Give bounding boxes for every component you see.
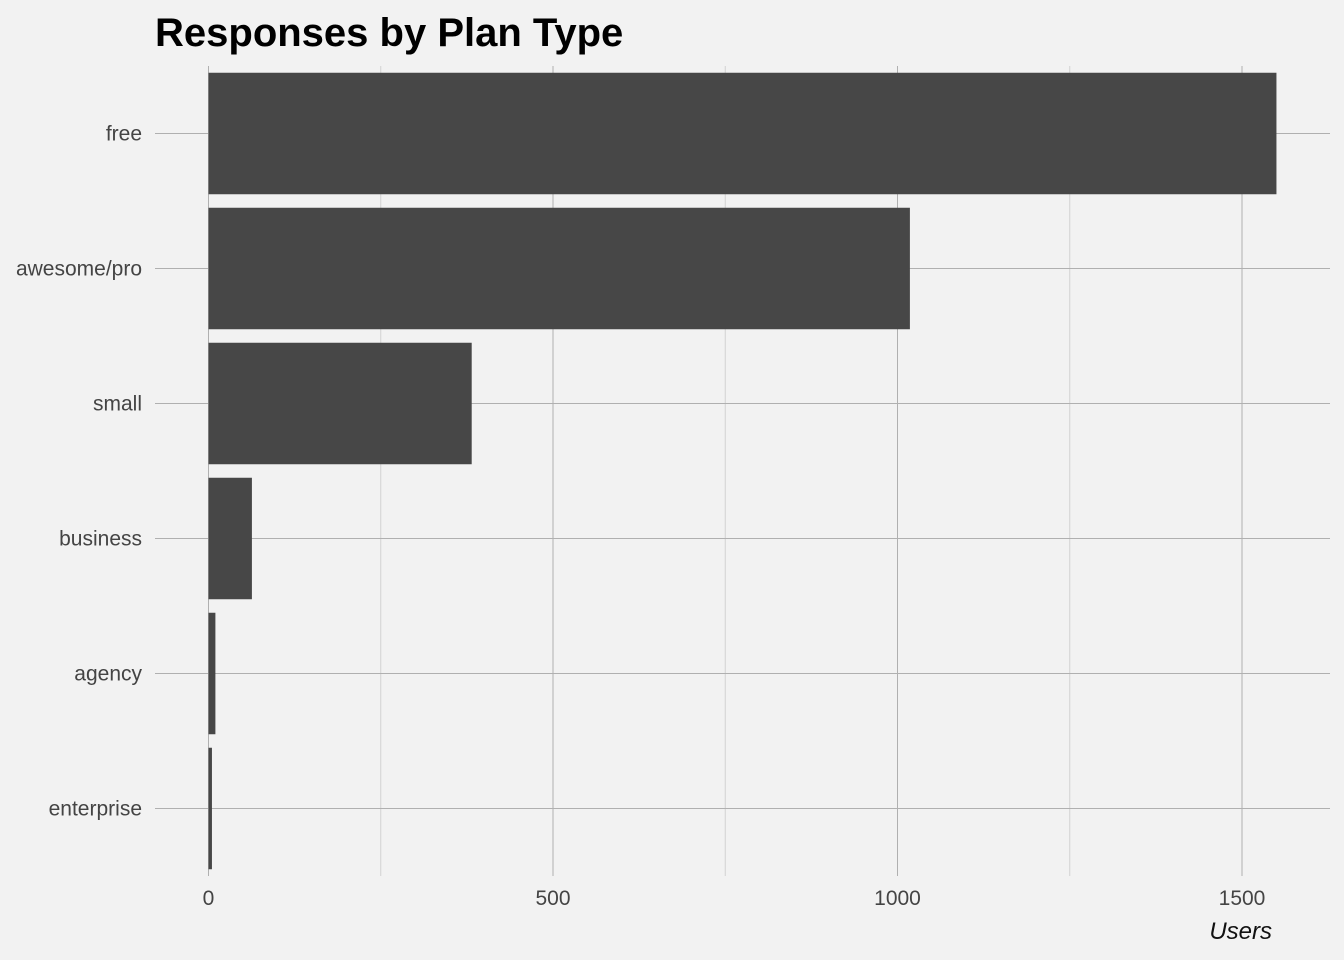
y-tick-label: awesome/pro (16, 258, 142, 281)
y-tick-label: business (59, 528, 142, 551)
bar-small (208, 342, 472, 465)
y-tick-label: enterprise (49, 798, 142, 821)
x-axis-label: Users (1209, 918, 1272, 945)
y-tick-label: free (106, 123, 142, 146)
x-tick-label: 500 (535, 887, 570, 910)
label-layer: free awesome/pro small business agency enterp… (16, 123, 1265, 911)
y-tick-label: small (93, 393, 142, 416)
bar-agency (208, 612, 216, 735)
y-tick-label: agency (74, 663, 142, 686)
bar-layer (208, 72, 1277, 870)
bar-awesome-pro (208, 207, 910, 330)
x-tick-label: 0 (203, 887, 215, 910)
bar-enterprise (208, 747, 212, 870)
bar-business (208, 477, 252, 600)
x-tick-label: 1500 (1219, 887, 1266, 910)
chart-title: Responses by Plan Type (155, 11, 623, 55)
x-tick-label: 1000 (874, 887, 921, 910)
bar-free (208, 72, 1277, 195)
